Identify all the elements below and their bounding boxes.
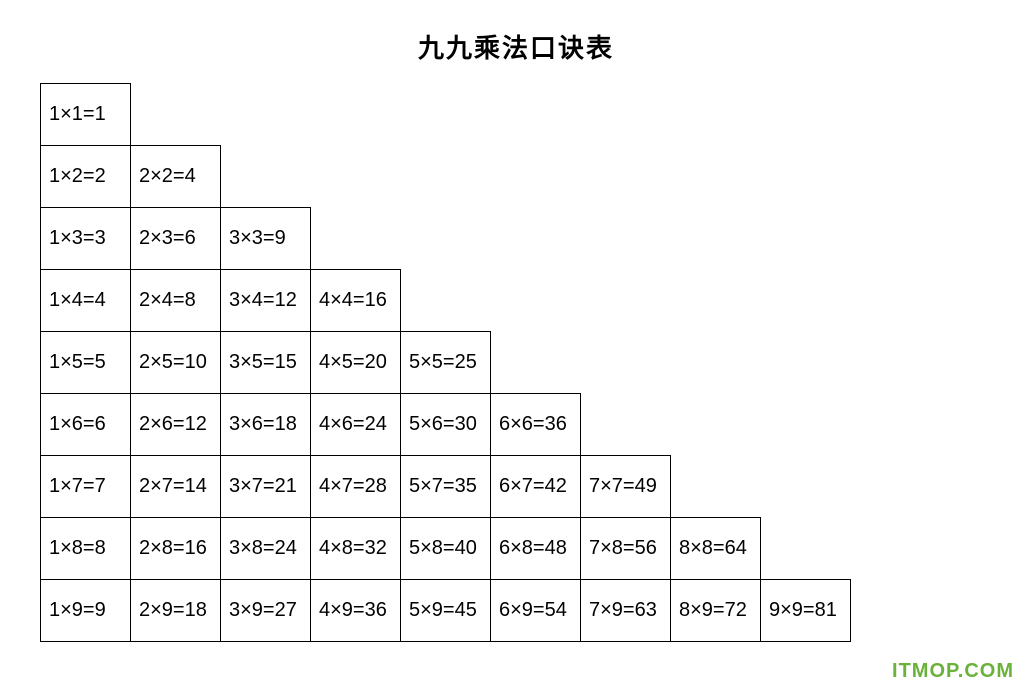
- table-cell-empty: [761, 456, 851, 518]
- table-cell: 3×8=24: [221, 518, 311, 580]
- table-cell-empty: [221, 84, 311, 146]
- table-cell-empty: [581, 332, 671, 394]
- table-row: 1×6=62×6=123×6=184×6=245×6=306×6=36: [41, 394, 851, 456]
- table-cell-empty: [761, 208, 851, 270]
- table-cell: 1×2=2: [41, 146, 131, 208]
- table-row: 1×8=82×8=163×8=244×8=325×8=406×8=487×8=5…: [41, 518, 851, 580]
- table-cell-empty: [671, 270, 761, 332]
- table-cell: 2×4=8: [131, 270, 221, 332]
- table-cell: 3×6=18: [221, 394, 311, 456]
- table-cell-empty: [671, 146, 761, 208]
- table-cell-empty: [311, 84, 401, 146]
- table-cell: 4×5=20: [311, 332, 401, 394]
- table-cell: 3×4=12: [221, 270, 311, 332]
- table-cell-empty: [311, 208, 401, 270]
- table-cell-empty: [761, 84, 851, 146]
- table-cell: 2×5=10: [131, 332, 221, 394]
- table-row: 1×4=42×4=83×4=124×4=16: [41, 270, 851, 332]
- table-cell: 6×7=42: [491, 456, 581, 518]
- table-cell: 5×8=40: [401, 518, 491, 580]
- table-cell-empty: [581, 146, 671, 208]
- table-cell-empty: [491, 146, 581, 208]
- table-cell-empty: [761, 394, 851, 456]
- multiplication-table-container: 1×1=11×2=22×2=41×3=32×3=63×3=91×4=42×4=8…: [0, 83, 1032, 642]
- table-cell: 3×7=21: [221, 456, 311, 518]
- table-cell: 1×7=7: [41, 456, 131, 518]
- page-title: 九九乘法口诀表: [0, 0, 1032, 83]
- table-cell-empty: [311, 146, 401, 208]
- table-cell-empty: [401, 208, 491, 270]
- table-cell: 3×3=9: [221, 208, 311, 270]
- table-cell-empty: [401, 270, 491, 332]
- table-cell: 8×8=64: [671, 518, 761, 580]
- table-cell-empty: [131, 84, 221, 146]
- table-cell-empty: [761, 518, 851, 580]
- table-cell: 6×6=36: [491, 394, 581, 456]
- table-row: 1×1=1: [41, 84, 851, 146]
- table-cell-empty: [671, 84, 761, 146]
- table-cell-empty: [491, 84, 581, 146]
- table-cell-empty: [671, 394, 761, 456]
- table-cell-empty: [581, 394, 671, 456]
- table-cell: 5×7=35: [401, 456, 491, 518]
- table-cell: 4×7=28: [311, 456, 401, 518]
- table-cell: 1×3=3: [41, 208, 131, 270]
- table-cell: 2×3=6: [131, 208, 221, 270]
- table-cell-empty: [491, 208, 581, 270]
- table-cell: 5×5=25: [401, 332, 491, 394]
- table-cell: 4×6=24: [311, 394, 401, 456]
- table-cell: 3×9=27: [221, 580, 311, 642]
- table-cell: 1×8=8: [41, 518, 131, 580]
- table-row: 1×2=22×2=4: [41, 146, 851, 208]
- table-row: 1×7=72×7=143×7=214×7=285×7=356×7=427×7=4…: [41, 456, 851, 518]
- table-cell: 6×8=48: [491, 518, 581, 580]
- table-cell: 4×9=36: [311, 580, 401, 642]
- table-row: 1×3=32×3=63×3=9: [41, 208, 851, 270]
- table-cell: 9×9=81: [761, 580, 851, 642]
- table-cell-empty: [761, 270, 851, 332]
- table-cell: 1×6=6: [41, 394, 131, 456]
- table-cell: 8×9=72: [671, 580, 761, 642]
- table-cell: 5×6=30: [401, 394, 491, 456]
- table-cell-empty: [581, 84, 671, 146]
- multiplication-table: 1×1=11×2=22×2=41×3=32×3=63×3=91×4=42×4=8…: [40, 83, 851, 642]
- table-cell: 2×8=16: [131, 518, 221, 580]
- table-cell: 4×8=32: [311, 518, 401, 580]
- table-cell-empty: [221, 146, 311, 208]
- table-cell: 3×5=15: [221, 332, 311, 394]
- table-cell-empty: [581, 270, 671, 332]
- table-cell: 4×4=16: [311, 270, 401, 332]
- table-cell-empty: [581, 208, 671, 270]
- table-cell: 2×7=14: [131, 456, 221, 518]
- table-cell: 5×9=45: [401, 580, 491, 642]
- table-cell: 7×8=56: [581, 518, 671, 580]
- table-cell-empty: [491, 270, 581, 332]
- table-cell: 2×9=18: [131, 580, 221, 642]
- table-cell: 6×9=54: [491, 580, 581, 642]
- table-cell-empty: [401, 84, 491, 146]
- table-cell-empty: [761, 146, 851, 208]
- table-cell: 7×7=49: [581, 456, 671, 518]
- table-cell: 1×9=9: [41, 580, 131, 642]
- table-row: 1×9=92×9=183×9=274×9=365×9=456×9=547×9=6…: [41, 580, 851, 642]
- table-cell-empty: [761, 332, 851, 394]
- table-cell-empty: [401, 146, 491, 208]
- table-cell-empty: [671, 332, 761, 394]
- table-cell: 1×4=4: [41, 270, 131, 332]
- table-cell: 1×5=5: [41, 332, 131, 394]
- table-row: 1×5=52×5=103×5=154×5=205×5=25: [41, 332, 851, 394]
- table-cell: 2×2=4: [131, 146, 221, 208]
- watermark-text: ITMOP.COM: [892, 660, 1014, 683]
- table-cell-empty: [671, 208, 761, 270]
- table-cell: 1×1=1: [41, 84, 131, 146]
- table-cell: 2×6=12: [131, 394, 221, 456]
- table-cell: 7×9=63: [581, 580, 671, 642]
- table-cell-empty: [671, 456, 761, 518]
- table-cell-empty: [491, 332, 581, 394]
